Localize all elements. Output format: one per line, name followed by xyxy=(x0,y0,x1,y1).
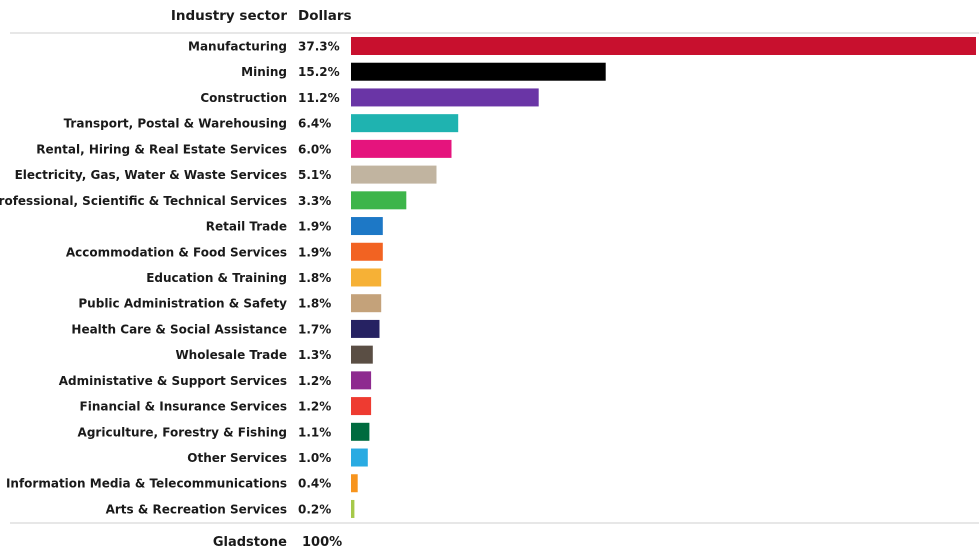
category-label: Education & Training xyxy=(146,271,287,285)
category-label: Other Services xyxy=(187,451,287,465)
category-label: Information Media & Telecommunications xyxy=(6,477,287,491)
bar xyxy=(351,371,372,390)
value-label: 1.1% xyxy=(298,425,331,439)
category-label: Agriculture, Forestry & Fishing xyxy=(78,425,287,439)
category-label: Mining xyxy=(241,65,287,79)
value-label: 37.3% xyxy=(298,40,340,54)
bar xyxy=(351,448,368,467)
value-label: 1.8% xyxy=(298,297,331,311)
value-label: 1.8% xyxy=(298,271,331,285)
bar xyxy=(351,319,380,338)
value-label: 3.3% xyxy=(298,194,331,208)
total-value: 100% xyxy=(302,535,342,550)
bar xyxy=(351,474,358,493)
category-label: Electricity, Gas, Water & Waste Services xyxy=(15,168,287,182)
value-label: 1.3% xyxy=(298,348,331,362)
category-label: Financial & Insurance Services xyxy=(80,400,287,414)
bar xyxy=(351,294,382,313)
bar xyxy=(351,268,382,287)
bar xyxy=(351,62,606,81)
category-label: Public Administration & Safety xyxy=(78,297,287,311)
bar xyxy=(351,191,407,210)
value-label: 6.4% xyxy=(298,117,331,131)
category-label: Arts & Recreation Services xyxy=(106,502,287,516)
value-label: 1.2% xyxy=(298,400,331,414)
category-label: Retail Trade xyxy=(206,220,287,234)
column-header-dollars: Dollars xyxy=(298,8,352,24)
value-label: 5.1% xyxy=(298,168,331,182)
value-label: 0.4% xyxy=(298,477,331,491)
category-label: Construction xyxy=(200,91,287,105)
bar xyxy=(351,345,373,364)
value-label: 0.2% xyxy=(298,502,331,516)
bar xyxy=(351,499,355,518)
value-label: 1.9% xyxy=(298,245,331,259)
value-label: 15.2% xyxy=(298,65,340,79)
column-header-industry-sector: Industry sector xyxy=(171,8,287,24)
total-region-label: Gladstone xyxy=(213,535,287,550)
bar xyxy=(351,242,383,261)
value-label: 6.0% xyxy=(298,142,331,156)
bar xyxy=(351,422,370,441)
value-label: 1.0% xyxy=(298,451,331,465)
category-label: Wholesale Trade xyxy=(175,348,287,362)
category-label: Rental, Hiring & Real Estate Services xyxy=(36,142,287,156)
category-label: Transport, Postal & Warehousing xyxy=(64,117,287,131)
category-label: Health Care & Social Assistance xyxy=(71,322,287,336)
bar xyxy=(351,217,383,236)
value-label: 11.2% xyxy=(298,91,340,105)
bar-rows: Manufacturing 37.3% Mining 15.2% Constructio… xyxy=(0,37,976,518)
value-label: 1.2% xyxy=(298,374,331,388)
category-label: Accommodation & Food Services xyxy=(66,245,287,259)
bar xyxy=(351,88,539,107)
value-label: 1.9% xyxy=(298,220,331,234)
category-label: Manufacturing xyxy=(188,40,287,54)
bar xyxy=(351,139,452,158)
category-label: Administative & Support Services xyxy=(59,374,287,388)
bar xyxy=(351,37,976,55)
value-label: 1.7% xyxy=(298,322,331,336)
category-label: Professional, Scientific & Technical Ser… xyxy=(0,194,287,208)
bar xyxy=(351,165,437,184)
bar xyxy=(351,397,372,416)
bar xyxy=(351,114,459,133)
